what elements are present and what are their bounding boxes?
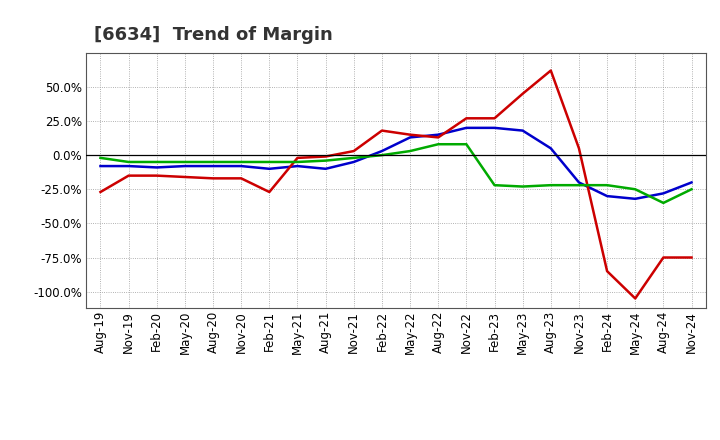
Net Income [631,296,639,301]
Operating Cashflow [293,159,302,165]
Net Income [462,116,471,121]
Operating Cashflow [462,142,471,147]
Net Income [406,132,415,137]
Operating Cashflow [321,158,330,163]
Ordinary Income [96,163,105,169]
Line: Ordinary Income: Ordinary Income [101,128,691,199]
Net Income [209,176,217,181]
Ordinary Income [293,163,302,169]
Ordinary Income [546,146,555,151]
Ordinary Income [518,128,527,133]
Operating Cashflow [209,159,217,165]
Net Income [293,155,302,161]
Ordinary Income [659,191,667,196]
Operating Cashflow [687,187,696,192]
Ordinary Income [687,180,696,185]
Net Income [546,68,555,73]
Ordinary Income [237,163,246,169]
Operating Cashflow [631,187,639,192]
Line: Operating Cashflow: Operating Cashflow [101,144,691,203]
Net Income [687,255,696,260]
Operating Cashflow [125,159,133,165]
Ordinary Income [462,125,471,131]
Net Income [181,174,189,180]
Ordinary Income [631,196,639,202]
Net Income [125,173,133,178]
Operating Cashflow [96,155,105,161]
Operating Cashflow [153,159,161,165]
Ordinary Income [406,135,415,140]
Net Income [321,154,330,159]
Operating Cashflow [237,159,246,165]
Net Income [349,148,358,154]
Operating Cashflow [265,159,274,165]
Net Income [518,91,527,96]
Operating Cashflow [406,148,415,154]
Operating Cashflow [349,155,358,161]
Net Income [377,128,386,133]
Ordinary Income [153,165,161,170]
Net Income [153,173,161,178]
Text: [6634]  Trend of Margin: [6634] Trend of Margin [94,26,333,44]
Ordinary Income [575,180,583,185]
Net Income [603,268,611,274]
Net Income [575,146,583,151]
Ordinary Income [209,163,217,169]
Operating Cashflow [518,184,527,189]
Operating Cashflow [659,200,667,205]
Ordinary Income [490,125,499,131]
Ordinary Income [125,163,133,169]
Line: Net Income: Net Income [101,70,691,298]
Net Income [490,116,499,121]
Net Income [434,135,443,140]
Net Income [265,189,274,194]
Operating Cashflow [603,183,611,188]
Ordinary Income [321,166,330,172]
Operating Cashflow [546,183,555,188]
Ordinary Income [265,166,274,172]
Ordinary Income [181,163,189,169]
Ordinary Income [603,194,611,199]
Ordinary Income [349,159,358,165]
Net Income [659,255,667,260]
Operating Cashflow [377,153,386,158]
Ordinary Income [434,132,443,137]
Operating Cashflow [575,183,583,188]
Operating Cashflow [181,159,189,165]
Net Income [96,189,105,194]
Ordinary Income [377,148,386,154]
Operating Cashflow [434,142,443,147]
Net Income [237,176,246,181]
Operating Cashflow [490,183,499,188]
